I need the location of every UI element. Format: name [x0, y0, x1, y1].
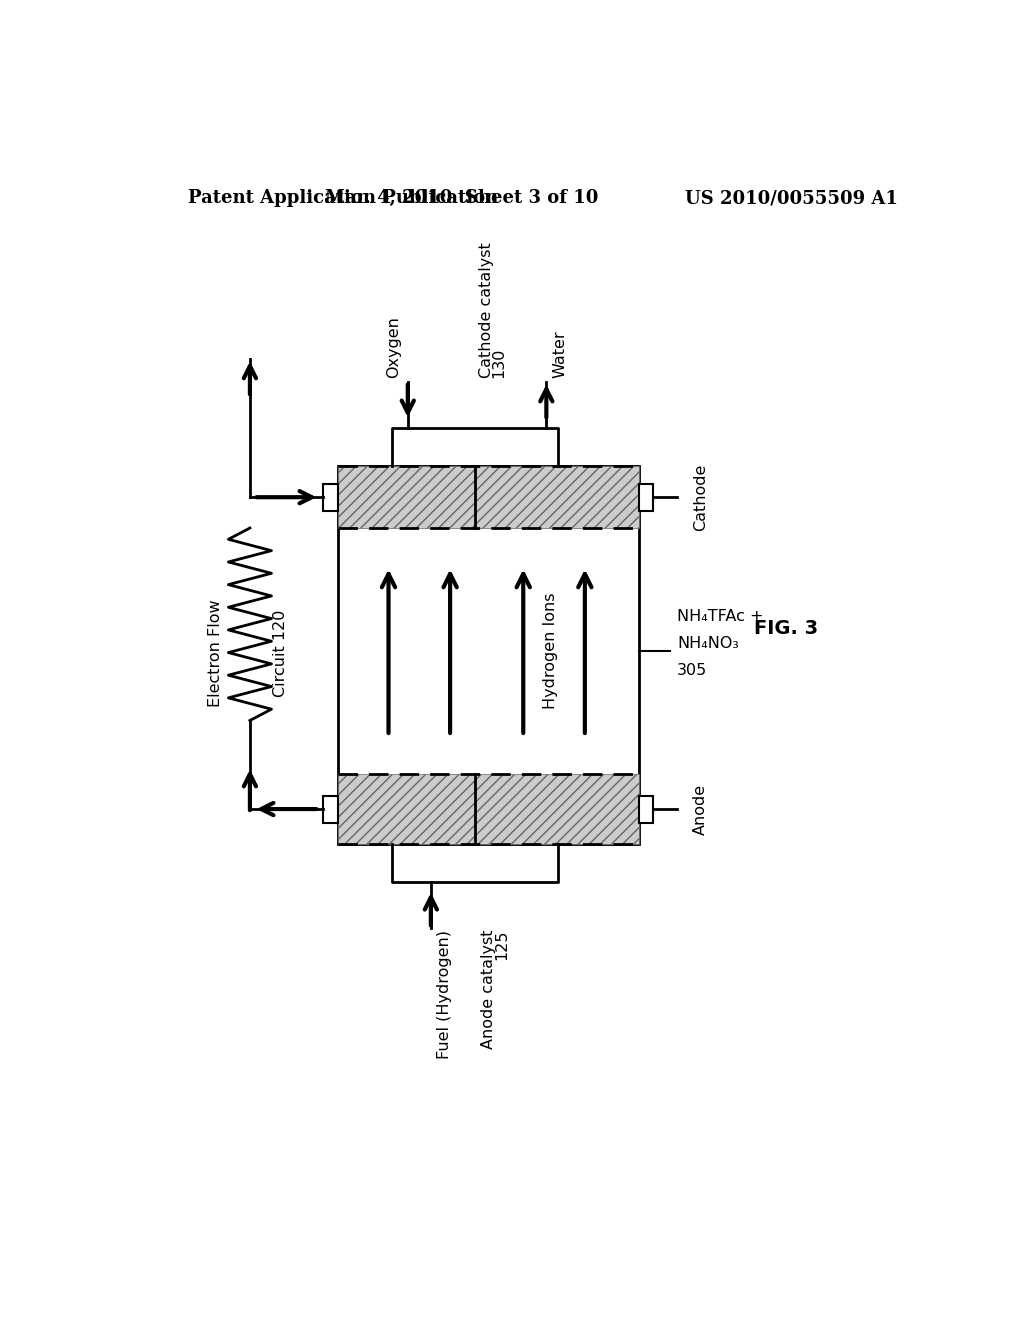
Bar	[339, 466, 639, 843]
Text: NH₄TFAc +: NH₄TFAc +	[677, 609, 764, 624]
Text: Water: Water	[553, 330, 567, 378]
Text: 130: 130	[492, 347, 507, 378]
Text: Fuel (Hydrogen): Fuel (Hydrogen)	[437, 929, 452, 1059]
Text: 125: 125	[494, 929, 509, 961]
Bar	[339, 466, 639, 528]
Text: Oxygen: Oxygen	[387, 315, 401, 378]
Text: Cathode catalyst: Cathode catalyst	[478, 242, 494, 378]
Text: Electron Flow: Electron Flow	[208, 599, 223, 708]
Bar	[639, 483, 652, 511]
Bar	[339, 775, 639, 843]
Text: Cathode: Cathode	[692, 463, 708, 531]
Text: Anode: Anode	[692, 784, 708, 834]
Text: Patent Application Publication: Patent Application Publication	[188, 190, 499, 207]
Text: Hydrogen Ions: Hydrogen Ions	[543, 593, 558, 709]
Text: FIG. 3: FIG. 3	[755, 619, 818, 638]
Text: 305: 305	[677, 663, 708, 678]
Bar	[323, 796, 339, 822]
Text: US 2010/0055509 A1: US 2010/0055509 A1	[685, 190, 898, 207]
Bar	[323, 483, 339, 511]
Text: NH₄NO₃: NH₄NO₃	[677, 636, 739, 651]
Text: Mar. 4, 2010  Sheet 3 of 10: Mar. 4, 2010 Sheet 3 of 10	[325, 190, 598, 207]
Bar	[639, 796, 652, 822]
Text: Circuit 120: Circuit 120	[273, 610, 288, 697]
Text: Anode catalyst: Anode catalyst	[481, 929, 496, 1049]
